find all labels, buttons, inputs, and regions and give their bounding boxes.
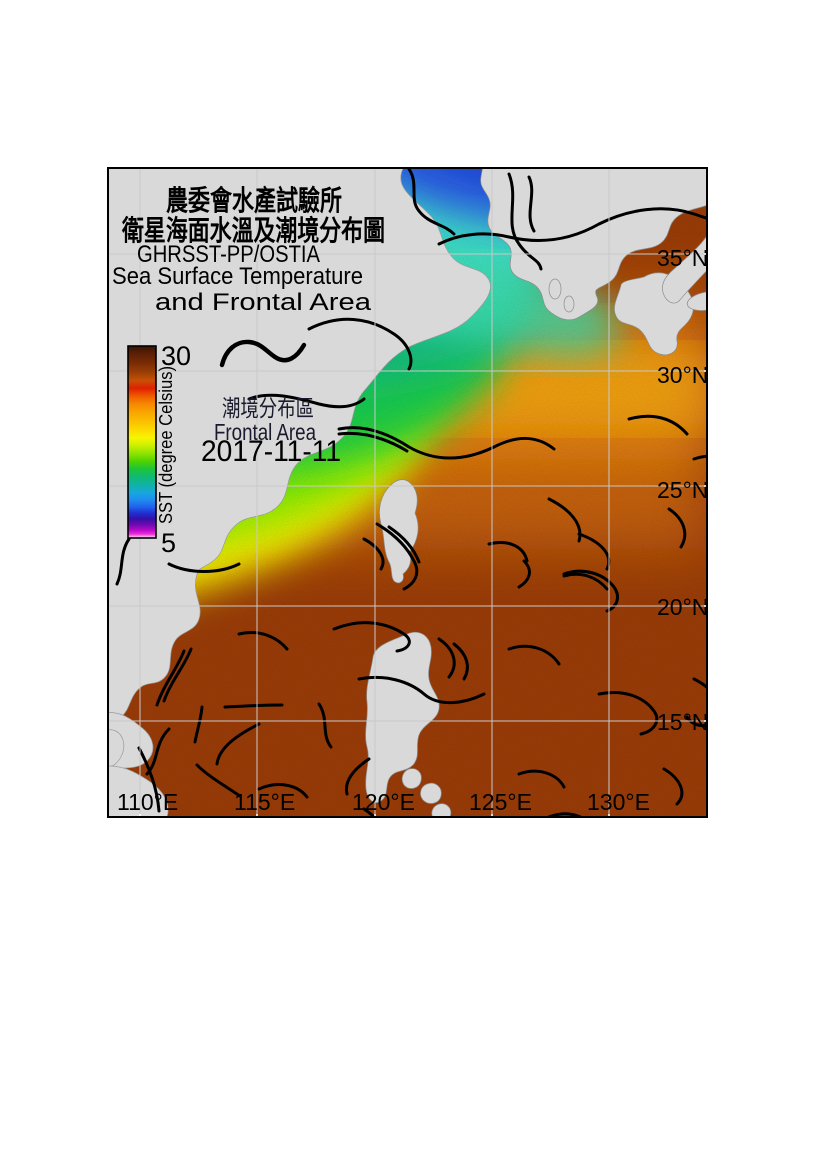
svg-text:110°E: 110°E bbox=[117, 789, 178, 815]
svg-text:115°E: 115°E bbox=[234, 789, 295, 815]
svg-text:5: 5 bbox=[161, 528, 176, 558]
svg-text:2017-11-11: 2017-11-11 bbox=[201, 435, 341, 468]
svg-text:15°N: 15°N bbox=[657, 709, 708, 735]
svg-text:25°N: 25°N bbox=[657, 477, 708, 503]
svg-text:潮境分布區: 潮境分布區 bbox=[222, 395, 314, 421]
svg-text:30°N: 30°N bbox=[657, 362, 708, 388]
svg-text:35°N: 35°N bbox=[657, 245, 708, 271]
svg-text:and Frontal Area: and Frontal Area bbox=[155, 289, 372, 316]
svg-text:農委會水產試驗所: 農委會水產試驗所 bbox=[166, 184, 342, 216]
svg-text:20°N: 20°N bbox=[657, 594, 708, 620]
svg-text:125°E: 125°E bbox=[469, 789, 532, 815]
svg-text:SST (degree Celsius): SST (degree Celsius) bbox=[156, 366, 176, 524]
svg-text:Sea Surface Temperature: Sea Surface Temperature bbox=[112, 263, 363, 290]
svg-text:120°E: 120°E bbox=[352, 789, 415, 815]
svg-text:130°E: 130°E bbox=[587, 789, 650, 815]
